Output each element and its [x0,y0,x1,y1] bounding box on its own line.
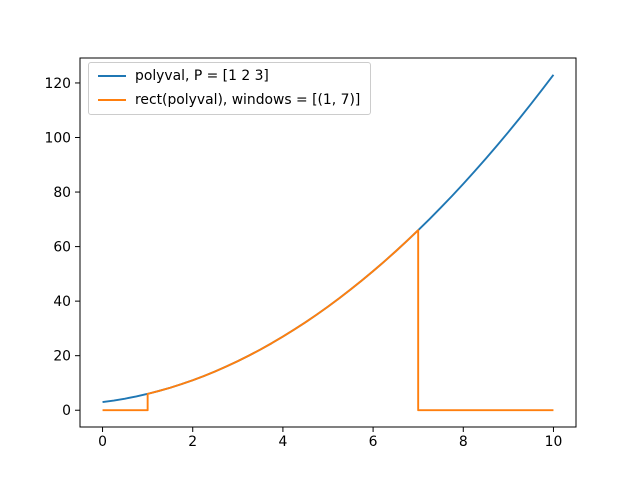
y-tick-label: 80 [53,185,71,201]
legend-item-rect-polyval: rect(polyval), windows = [(1, 7)] [98,92,360,109]
y-tick-label: 120 [44,76,71,92]
legend-item-polyval: polyval, P = [1 2 3] [98,68,360,85]
x-tick-label: 4 [278,434,287,450]
x-tick-label: 0 [98,434,107,450]
x-tick-label: 8 [459,434,468,450]
legend-label-polyval: polyval, P = [1 2 3] [135,68,269,84]
plot-area [80,58,576,427]
x-tick-label: 6 [369,434,378,450]
y-tick-label: 0 [62,403,71,419]
axes-frame [79,57,577,428]
legend-label-rect-polyval: rect(polyval), windows = [(1, 7)] [135,91,361,108]
series-line-1 [102,229,554,412]
y-tick-label: 20 [53,349,71,365]
y-tick-label: 40 [53,294,71,310]
x-tick-label: 2 [188,434,197,450]
legend-line-swatch-blue [98,75,126,78]
y-tick-label: 100 [44,131,71,147]
legend: polyval, P = [1 2 3] rect(polyval), wind… [88,62,372,116]
x-tick-label: 10 [545,434,563,450]
legend-line-swatch-orange [98,99,126,102]
y-tick-label: 60 [53,240,71,256]
